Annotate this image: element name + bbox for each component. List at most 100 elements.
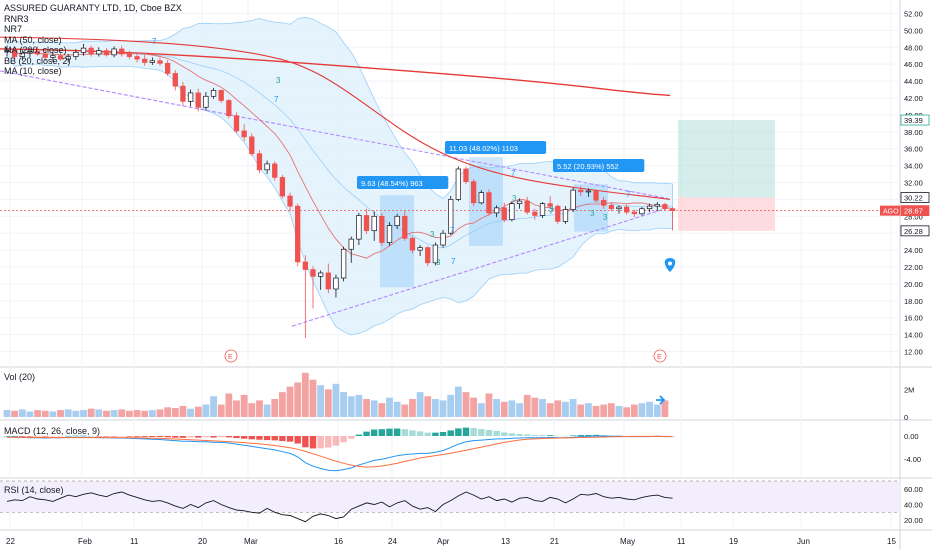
- volume-bar: [600, 404, 608, 417]
- volume-bar: [118, 409, 126, 417]
- pattern-mark: 3: [549, 205, 554, 214]
- candle-body: [180, 85, 186, 102]
- candle-body: [425, 247, 431, 264]
- y-tick-label: 34.00: [904, 162, 923, 171]
- measure-label: 11.03 (48.02%) 1103: [445, 141, 547, 154]
- volume-bar: [424, 396, 432, 417]
- legend: ASSURED GUARANTY LTD, 1D, Cboe BZX RNR3 …: [4, 3, 182, 77]
- candle-body: [50, 55, 56, 58]
- pattern-mark: 7: [152, 37, 157, 46]
- x-tick-label: Mar: [244, 537, 258, 546]
- legend-indicator[interactable]: BB (20, close, 2): [4, 55, 71, 66]
- volume-bar: [271, 399, 279, 417]
- macd-histogram-bar: [187, 436, 194, 438]
- candle-body: [662, 204, 668, 210]
- x-tick-label: 15: [887, 537, 896, 546]
- candle-body: [509, 203, 515, 221]
- candle-body: [363, 215, 370, 232]
- candle-body: [501, 207, 507, 221]
- volume-bar: [148, 410, 156, 417]
- candle-body: [318, 272, 324, 277]
- macd-histogram-bar: [531, 434, 539, 436]
- macd-histogram-bar: [95, 436, 102, 437]
- x-tick-label: 16: [334, 537, 343, 546]
- macd-histogram-bar: [179, 436, 187, 438]
- candle-body: [608, 204, 614, 210]
- earnings-marker: [653, 349, 667, 363]
- legend-indicator[interactable]: RNR3: [4, 13, 29, 24]
- candle-body: [187, 92, 194, 102]
- volume-bar: [416, 392, 424, 417]
- volume-bar: [80, 410, 87, 417]
- volume-bar: [630, 404, 638, 417]
- macd-histogram-bar: [516, 434, 523, 436]
- macd-histogram-bar: [416, 431, 424, 436]
- volume-bar: [225, 393, 233, 417]
- legend-indicator[interactable]: MA (50, close): [4, 34, 62, 45]
- volume-bar: [210, 396, 217, 417]
- price-label-bg: [900, 114, 930, 126]
- candle-body: [356, 215, 362, 240]
- macd-histogram-bar: [608, 435, 615, 436]
- candle-body: [386, 225, 393, 243]
- macd-histogram-bar: [539, 435, 546, 436]
- signal-line: [7, 435, 673, 468]
- rsi-pane-label[interactable]: RSI (14, close): [4, 485, 64, 495]
- macd-pane-label[interactable]: MACD (12, 26, close, 9): [4, 426, 101, 436]
- price-label-text: 39.39: [904, 116, 923, 125]
- legend-indicator[interactable]: MA (10, close): [4, 66, 62, 76]
- candle-body: [279, 177, 286, 197]
- macd-histogram-bar: [409, 430, 416, 436]
- macd-histogram-bar: [554, 435, 561, 437]
- y-tick-label: 18.00: [904, 297, 923, 306]
- volume-bar: [569, 399, 577, 417]
- macd-histogram-bar: [439, 432, 447, 436]
- candle-body: [448, 199, 454, 234]
- candle-body: [601, 199, 607, 206]
- candle-body: [165, 62, 171, 74]
- trendline-upper: [0, 70, 669, 200]
- candle-body: [310, 269, 316, 277]
- volume-bar: [263, 404, 271, 417]
- measure-label-text: 5.52 (20.93%) 552: [557, 162, 619, 171]
- rsi-tick-label: 40.00: [904, 501, 923, 510]
- macd-histogram-bar: [133, 436, 141, 437]
- legend-indicator[interactable]: MA (200, close): [4, 45, 67, 55]
- volume-bar: [324, 389, 332, 417]
- macd-histogram-bar: [401, 429, 408, 436]
- x-tick-label: Jun: [797, 537, 810, 546]
- candle-body: [486, 192, 492, 214]
- y-tick-label: 28.00: [904, 212, 923, 221]
- volume-bar: [103, 410, 110, 417]
- macd-histogram-bar: [3, 436, 11, 437]
- volume-bar: [141, 410, 149, 417]
- measure-label-bg: [553, 159, 645, 172]
- macd-histogram-bar: [386, 428, 393, 436]
- candle-body: [12, 50, 18, 57]
- pattern-mark: 7: [549, 207, 554, 216]
- volume-bar: [539, 399, 546, 417]
- macd-histogram-bar: [332, 436, 340, 446]
- macd-histogram-bar: [141, 436, 148, 437]
- volume-bar: [409, 399, 416, 417]
- candle-body: [524, 200, 530, 213]
- volume-bar: [485, 393, 493, 417]
- candle-body: [119, 48, 125, 55]
- macd-histogram-bar: [562, 435, 569, 437]
- macd-histogram-bar: [470, 428, 477, 436]
- candle-body: [440, 232, 446, 246]
- candle-body: [80, 47, 87, 53]
- volume-bar: [26, 411, 34, 417]
- stop-zone: [678, 197, 775, 231]
- volume-pane-label[interactable]: Vol (20): [4, 372, 36, 382]
- volume-bar: [286, 386, 294, 417]
- candle-body: [646, 205, 653, 210]
- legend-indicator[interactable]: NR7: [4, 24, 23, 34]
- y-tick-label: 48.00: [904, 43, 923, 52]
- measure-label-bg: [445, 141, 547, 154]
- candle-body: [539, 203, 546, 216]
- legend-title[interactable]: ASSURED GUARANTY LTD, 1D, Cboe BZX: [4, 3, 182, 13]
- macd-histogram-bar: [164, 436, 171, 438]
